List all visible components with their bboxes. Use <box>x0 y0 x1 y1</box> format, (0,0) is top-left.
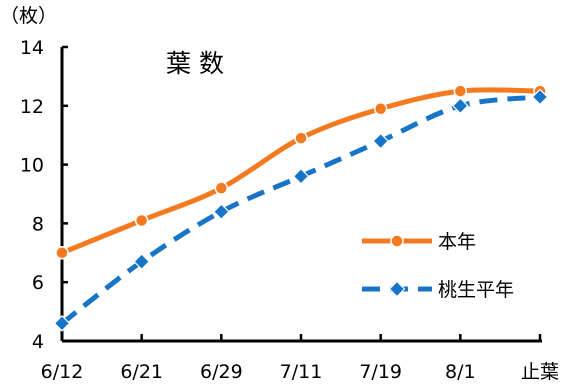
x-tick-label: 7/19 <box>359 361 402 383</box>
x-tick-label: 止葉 <box>521 361 559 383</box>
data-point <box>292 168 310 185</box>
data-point <box>133 253 151 270</box>
y-tick-label: 6 <box>32 272 44 294</box>
series-2 <box>53 88 549 332</box>
y-tick-label: 10 <box>20 155 44 177</box>
series-1 <box>55 84 547 260</box>
legend-label: 桃生平年 <box>438 279 514 301</box>
data-point <box>212 203 230 220</box>
data-point <box>55 246 69 260</box>
x-tick-label: 6/21 <box>120 361 163 383</box>
legend-marker <box>388 280 406 298</box>
data-point <box>453 84 468 98</box>
chart-title: 葉 数 <box>166 49 224 78</box>
legend-marker <box>390 234 404 248</box>
data-point <box>134 213 149 228</box>
data-point <box>53 315 71 332</box>
y-axis-unit-label: （枚） <box>0 5 57 27</box>
y-tick-label: 8 <box>32 213 44 235</box>
legend-label: 本年 <box>438 231 476 253</box>
series-layer <box>53 84 549 332</box>
x-tick-label: 8/1 <box>445 361 476 383</box>
data-point <box>214 181 229 195</box>
axes: 4 6 8 10 12 14 6/12 6/21 6/29 7/11 7/19 8/1 止葉 <box>20 37 559 383</box>
x-tick-label: 7/11 <box>280 361 323 383</box>
data-point <box>531 88 549 106</box>
data-point <box>294 131 308 145</box>
legend-item-2: 桃生平年 <box>362 279 514 301</box>
y-tick-label: 14 <box>20 37 44 59</box>
x-tick-label: 6/12 <box>41 361 84 383</box>
x-tick-label: 6/29 <box>200 361 243 383</box>
legend-item-1: 本年 <box>362 231 476 253</box>
y-tick-label: 4 <box>32 331 44 353</box>
y-tick-label: 12 <box>20 96 44 118</box>
data-point <box>373 101 388 116</box>
data-point <box>451 97 469 115</box>
data-point <box>372 132 390 150</box>
